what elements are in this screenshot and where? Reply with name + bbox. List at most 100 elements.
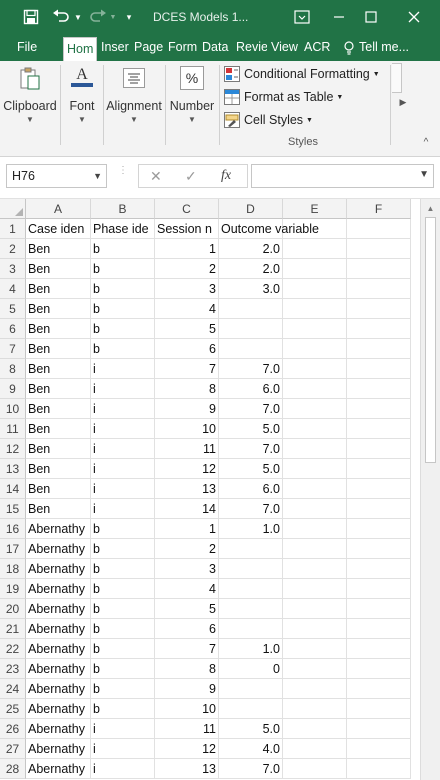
cell-d6[interactable]	[219, 319, 283, 339]
cell-f5[interactable]	[347, 299, 411, 319]
cell-d19[interactable]	[219, 579, 283, 599]
clipboard-group[interactable]: Clipboard ▼	[2, 61, 58, 141]
cell-b3[interactable]: b	[91, 259, 155, 279]
cell-a3[interactable]: Ben	[26, 259, 91, 279]
cell-a17[interactable]: Abernathy	[26, 539, 91, 559]
cell-e21[interactable]	[283, 619, 347, 639]
format-as-table-button[interactable]: Format as Table ▼	[224, 87, 343, 107]
cell-c17[interactable]: 2	[155, 539, 219, 559]
cell-f10[interactable]	[347, 399, 411, 419]
cell-a21[interactable]: Abernathy	[26, 619, 91, 639]
cell-b24[interactable]: b	[91, 679, 155, 699]
row-header[interactable]: 20	[0, 599, 26, 619]
cell-b15[interactable]: i	[91, 499, 155, 519]
tab-home[interactable]: Hom	[63, 37, 97, 61]
name-box[interactable]: H76 ▼	[6, 164, 107, 188]
row-header[interactable]: 5	[0, 299, 26, 319]
row-header[interactable]: 23	[0, 659, 26, 679]
cell-e24[interactable]	[283, 679, 347, 699]
column-header-a[interactable]: A	[26, 199, 91, 219]
row-header[interactable]: 15	[0, 499, 26, 519]
cell-b8[interactable]: i	[91, 359, 155, 379]
cell-f6[interactable]	[347, 319, 411, 339]
cell-a28[interactable]: Abernathy	[26, 759, 91, 779]
cell-b28[interactable]: i	[91, 759, 155, 779]
cell-d24[interactable]	[219, 679, 283, 699]
cell-f27[interactable]	[347, 739, 411, 759]
cell-c26[interactable]: 11	[155, 719, 219, 739]
cell-d12[interactable]: 7.0	[219, 439, 283, 459]
cell-c10[interactable]: 9	[155, 399, 219, 419]
cells-group-partial[interactable]	[392, 63, 402, 93]
scroll-up-icon[interactable]: ▲	[426, 204, 435, 213]
cell-c12[interactable]: 11	[155, 439, 219, 459]
cell-d22[interactable]: 1.0	[219, 639, 283, 659]
cell-b5[interactable]: b	[91, 299, 155, 319]
cell-f3[interactable]	[347, 259, 411, 279]
cancel-formula-icon[interactable]: ✕	[150, 168, 162, 184]
cell-e14[interactable]	[283, 479, 347, 499]
cell-d2[interactable]: 2.0	[219, 239, 283, 259]
cell-e15[interactable]	[283, 499, 347, 519]
cell-e19[interactable]	[283, 579, 347, 599]
tab-file[interactable]: File	[17, 40, 38, 54]
enter-formula-icon[interactable]: ✓	[185, 168, 197, 184]
tab-view[interactable]: View	[271, 40, 298, 54]
column-header-e[interactable]: E	[283, 199, 347, 219]
cell-a27[interactable]: Abernathy	[26, 739, 91, 759]
cell-a12[interactable]: Ben	[26, 439, 91, 459]
cell-c13[interactable]: 12	[155, 459, 219, 479]
row-header[interactable]: 3	[0, 259, 26, 279]
cell-f18[interactable]	[347, 559, 411, 579]
row-header[interactable]: 28	[0, 759, 26, 779]
row-header[interactable]: 22	[0, 639, 26, 659]
cell-d23[interactable]: 0	[219, 659, 283, 679]
cell-e26[interactable]	[283, 719, 347, 739]
cell-f12[interactable]	[347, 439, 411, 459]
cell-e17[interactable]	[283, 539, 347, 559]
cell-a5[interactable]: Ben	[26, 299, 91, 319]
cell-e10[interactable]	[283, 399, 347, 419]
cell-e6[interactable]	[283, 319, 347, 339]
cell-e20[interactable]	[283, 599, 347, 619]
tab-acrobat[interactable]: ACR	[304, 40, 331, 54]
undo-dropdown-icon[interactable]: ▼	[74, 12, 82, 22]
row-header[interactable]: 4	[0, 279, 26, 299]
cell-d16[interactable]: 1.0	[219, 519, 283, 539]
cell-a11[interactable]: Ben	[26, 419, 91, 439]
cell-e8[interactable]	[283, 359, 347, 379]
cell-f11[interactable]	[347, 419, 411, 439]
cell-a24[interactable]: Abernathy	[26, 679, 91, 699]
cell-c5[interactable]: 4	[155, 299, 219, 319]
font-group[interactable]: A Font ▼	[62, 61, 102, 141]
cell-e12[interactable]	[283, 439, 347, 459]
cell-f14[interactable]	[347, 479, 411, 499]
tab-review[interactable]: Revie	[236, 40, 267, 54]
number-group[interactable]: % Number ▼	[166, 61, 218, 141]
row-header[interactable]: 18	[0, 559, 26, 579]
cell-d4[interactable]: 3.0	[219, 279, 283, 299]
cell-c25[interactable]: 10	[155, 699, 219, 719]
insert-function-icon[interactable]: fx	[221, 168, 232, 183]
cell-d8[interactable]: 7.0	[219, 359, 283, 379]
row-header[interactable]: 7	[0, 339, 26, 359]
cell-c16[interactable]: 1	[155, 519, 219, 539]
cell-c3[interactable]: 2	[155, 259, 219, 279]
cell-b16[interactable]: b	[91, 519, 155, 539]
cell-d9[interactable]: 6.0	[219, 379, 283, 399]
cell-c11[interactable]: 10	[155, 419, 219, 439]
cell-c22[interactable]: 7	[155, 639, 219, 659]
cell-d25[interactable]	[219, 699, 283, 719]
cell-a16[interactable]: Abernathy	[26, 519, 91, 539]
cell-e22[interactable]	[283, 639, 347, 659]
cell-a9[interactable]: Ben	[26, 379, 91, 399]
cell-f16[interactable]	[347, 519, 411, 539]
cell-b4[interactable]: b	[91, 279, 155, 299]
cell-c8[interactable]: 7	[155, 359, 219, 379]
cell-b2[interactable]: b	[91, 239, 155, 259]
cell-f17[interactable]	[347, 539, 411, 559]
cell-b11[interactable]: i	[91, 419, 155, 439]
cell-a1[interactable]: Case iden	[26, 219, 91, 239]
conditional-formatting-button[interactable]: Conditional Formatting ▼	[224, 64, 380, 84]
cell-c4[interactable]: 3	[155, 279, 219, 299]
